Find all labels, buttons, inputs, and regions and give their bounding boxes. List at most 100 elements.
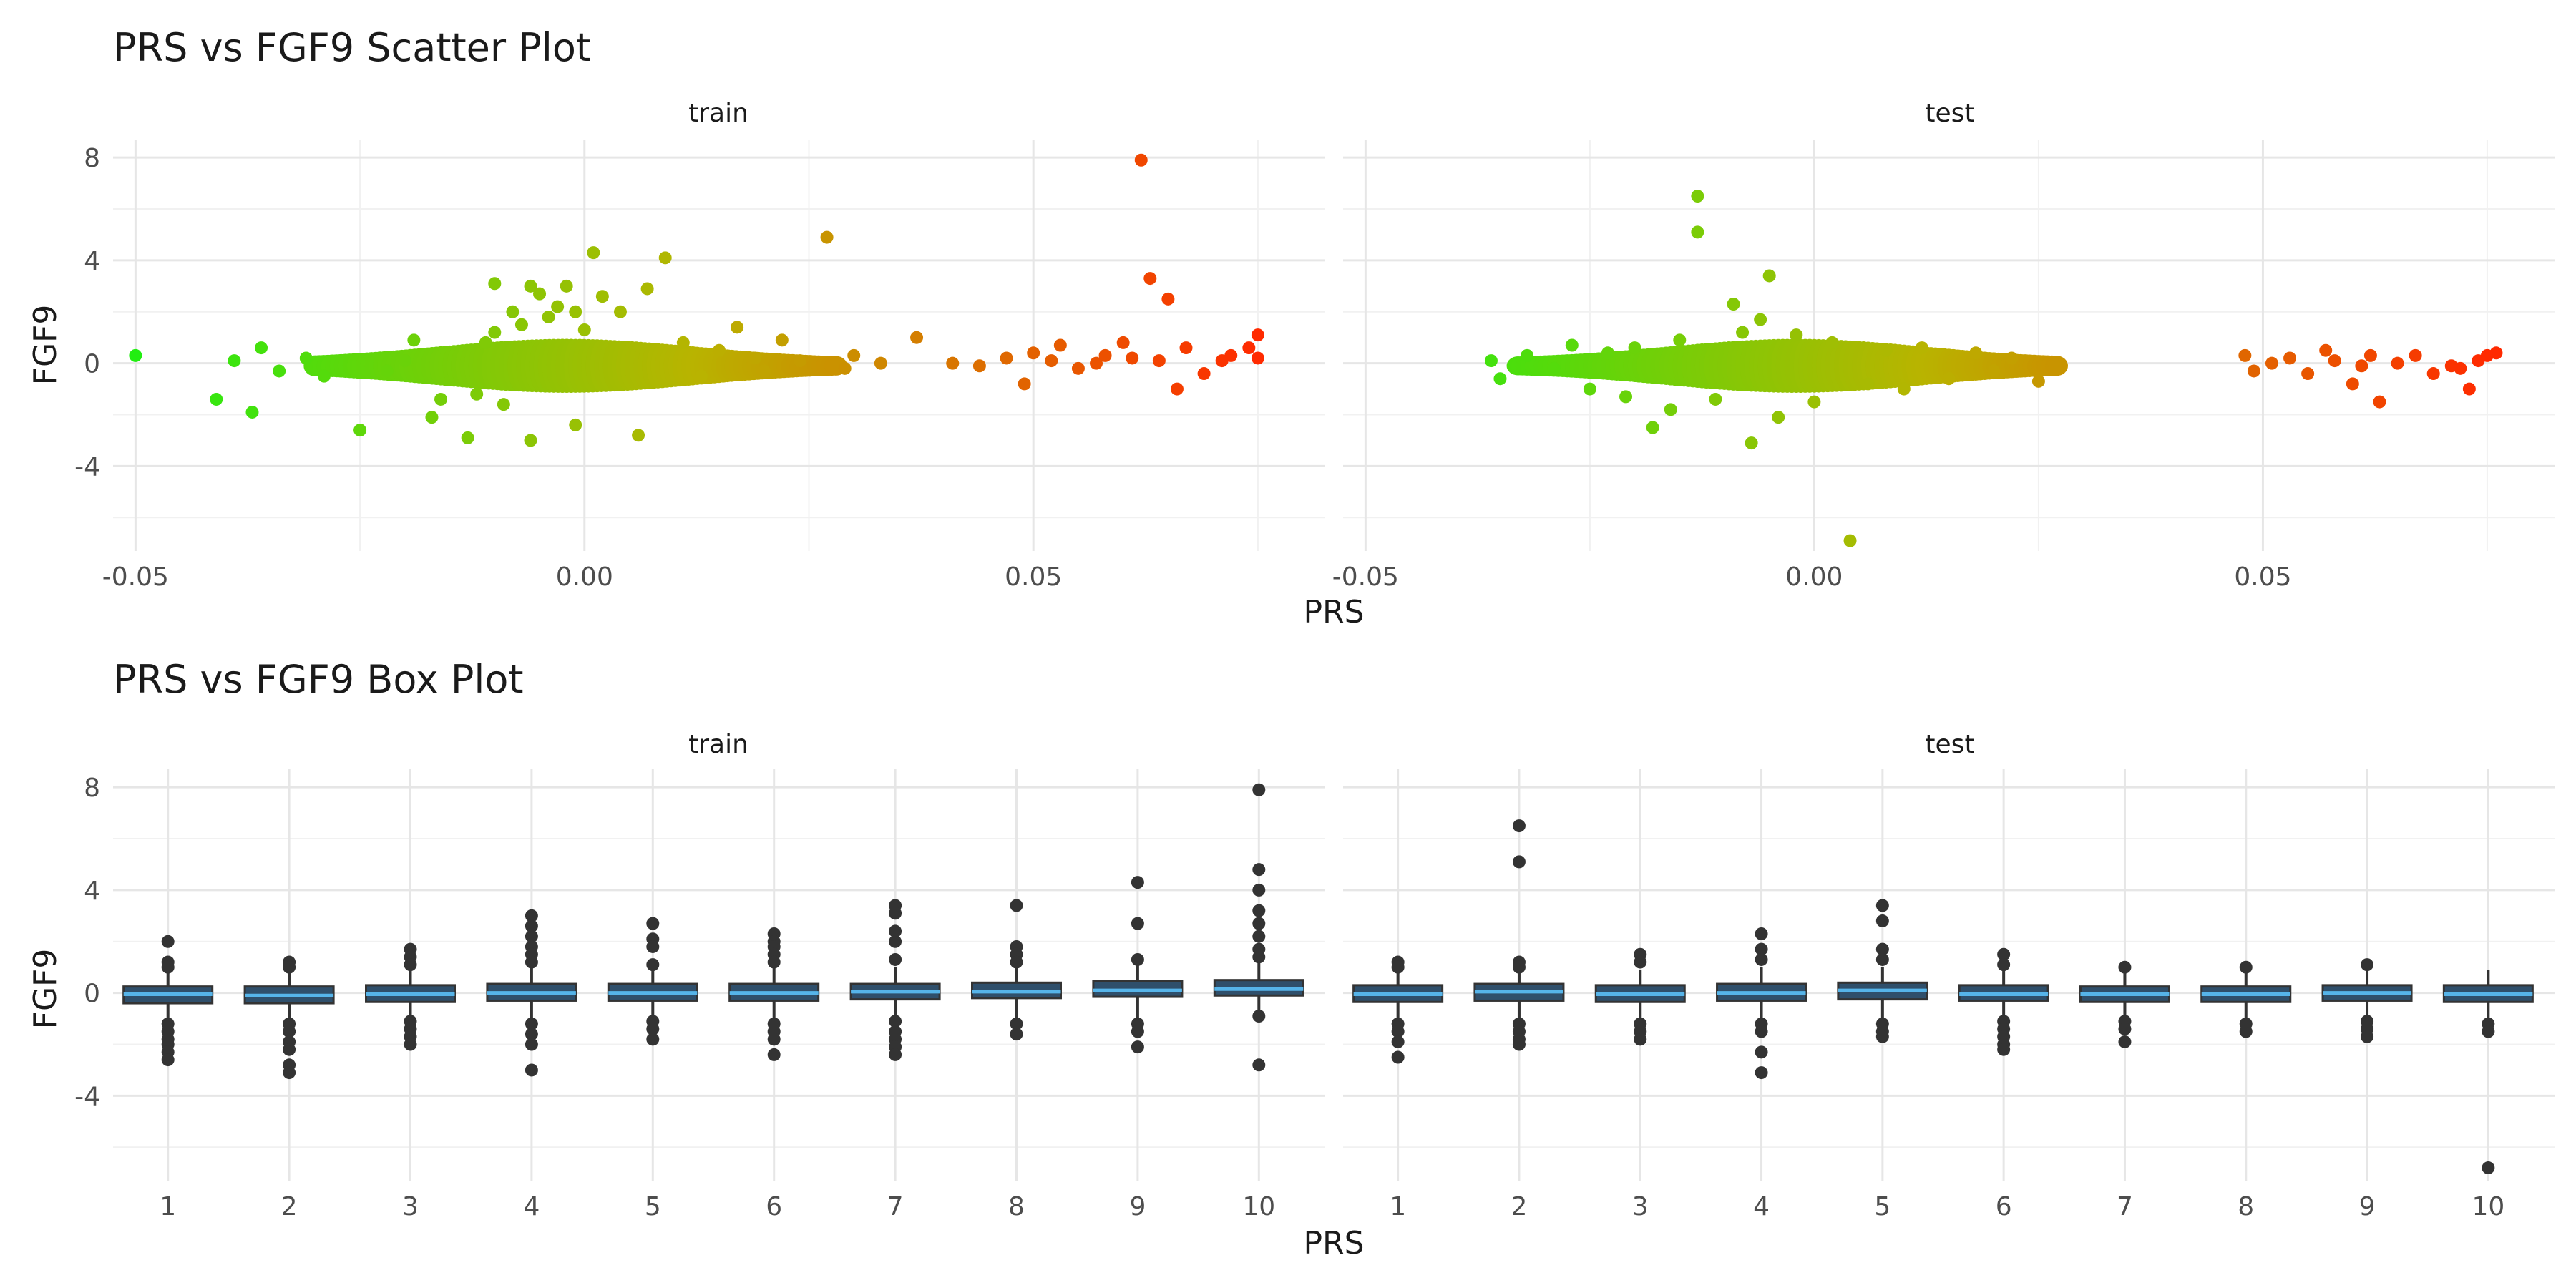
box-x-tick-label: 7 (887, 1192, 904, 1221)
scatter-point (1673, 333, 1687, 347)
box-category-2 (243, 955, 335, 1080)
box-outlier (1875, 952, 1889, 966)
box-outlier (2118, 960, 2132, 974)
box-outlier (1875, 914, 1889, 928)
scatter-point (587, 246, 600, 260)
box-outlier (1512, 819, 1526, 833)
scatter-dense-cloud (303, 338, 848, 393)
scatter-point (228, 354, 241, 368)
scatter-x-tick-label: 0.00 (556, 562, 613, 592)
scatter-point (1161, 292, 1175, 306)
box-outlier (889, 935, 902, 948)
scatter-point (129, 348, 142, 362)
scatter-point (2301, 367, 2315, 381)
scatter-point (793, 354, 806, 368)
box-outlier (1875, 899, 1889, 912)
scatter-point (748, 351, 762, 365)
scatter-point (1879, 343, 1893, 357)
scatter-point (820, 230, 834, 244)
box-outlier (1131, 1040, 1144, 1054)
box-category-5 (1837, 899, 1928, 1043)
scatter-point (1807, 395, 1821, 409)
scatter-point (1000, 351, 1013, 365)
box-outlier (525, 919, 538, 933)
box-category-5 (607, 917, 698, 1046)
box-x-tick-label: 3 (402, 1192, 419, 1221)
box-outlier (1252, 930, 1266, 943)
scatter-point (1664, 403, 1677, 416)
scatter-point (1628, 341, 1641, 355)
box-outlier (1131, 917, 1144, 930)
box-outlier (161, 960, 175, 974)
scatter-point (569, 418, 582, 431)
scatter-point (2238, 348, 2252, 362)
scatter-point (1521, 348, 1534, 362)
scatter-point (1772, 411, 1785, 424)
scatter-point (694, 369, 708, 383)
scatter-point (2265, 356, 2278, 370)
box-outlier (283, 1025, 296, 1038)
scatter-point (506, 305, 519, 318)
scatter-point (1987, 364, 2001, 378)
box-outlier (1391, 960, 1405, 974)
scatter-point (1179, 341, 1193, 355)
box-category-6 (728, 927, 820, 1061)
box-outlier (1634, 1033, 1647, 1046)
box-outlier (1997, 947, 2011, 961)
scatter-point (524, 434, 537, 447)
scatter-point (407, 333, 421, 347)
box-outlier (889, 924, 902, 938)
scatter-point (910, 331, 924, 344)
box-outlier (2239, 1025, 2253, 1038)
box-outlier (1391, 1035, 1405, 1048)
scatter-point (2363, 348, 2377, 362)
box-category-1 (122, 935, 214, 1067)
scatter-point (1942, 372, 1956, 386)
scatter-point (1170, 382, 1184, 396)
box-outlier (646, 1033, 660, 1046)
box-outlier (1252, 783, 1266, 796)
box-outlier (1010, 1028, 1023, 1041)
scatter-point (1646, 421, 1659, 434)
box-category-9 (2321, 958, 2413, 1043)
box-category-3 (1594, 947, 1686, 1046)
box-outlier (1875, 942, 1889, 956)
scatter-point (1224, 348, 1238, 362)
box-outlier (1252, 917, 1266, 930)
box-category-8 (971, 899, 1062, 1041)
box-x-tick-label: 5 (645, 1192, 661, 1221)
scatter-point (1691, 190, 1704, 203)
box-outlier (767, 1048, 781, 1061)
box-category-4 (1716, 927, 1807, 1080)
box-outlier (2482, 1161, 2495, 1175)
scatter-point (210, 392, 223, 406)
scatter-point (2031, 374, 2045, 388)
scatter-point (1126, 351, 1139, 365)
box-outlier (1010, 955, 1023, 969)
scatter-point (299, 351, 313, 365)
scatter-point (542, 310, 555, 323)
box-outlier (646, 917, 660, 930)
scatter-point (1053, 338, 1067, 352)
box-outlier (1997, 958, 2011, 972)
scatter-y-tick-label: 0 (84, 350, 100, 379)
scatter-point (1915, 341, 1928, 355)
scatter-point (479, 336, 492, 349)
box-category-10 (1213, 783, 1304, 1072)
scatter-point (1861, 377, 1875, 391)
scatter-panel-train: -0.05 0.00 0.05 -4 0 4 8 (74, 140, 1325, 592)
box-outlier (1391, 1025, 1405, 1038)
box-outlier (283, 960, 296, 974)
box-plot-title: PRS vs FGF9 Box Plot (113, 657, 524, 702)
box-outlier (1010, 899, 1023, 912)
box-outlier (404, 958, 417, 972)
box-x-tick-label: 10 (2472, 1192, 2504, 1221)
box-outlier (1755, 1025, 1768, 1038)
scatter-point (255, 341, 268, 355)
scatter-point (524, 279, 537, 293)
scatter-point (632, 429, 645, 442)
box-outlier (889, 952, 902, 966)
scatter-point (1251, 328, 1264, 342)
scatter-point (838, 361, 852, 375)
